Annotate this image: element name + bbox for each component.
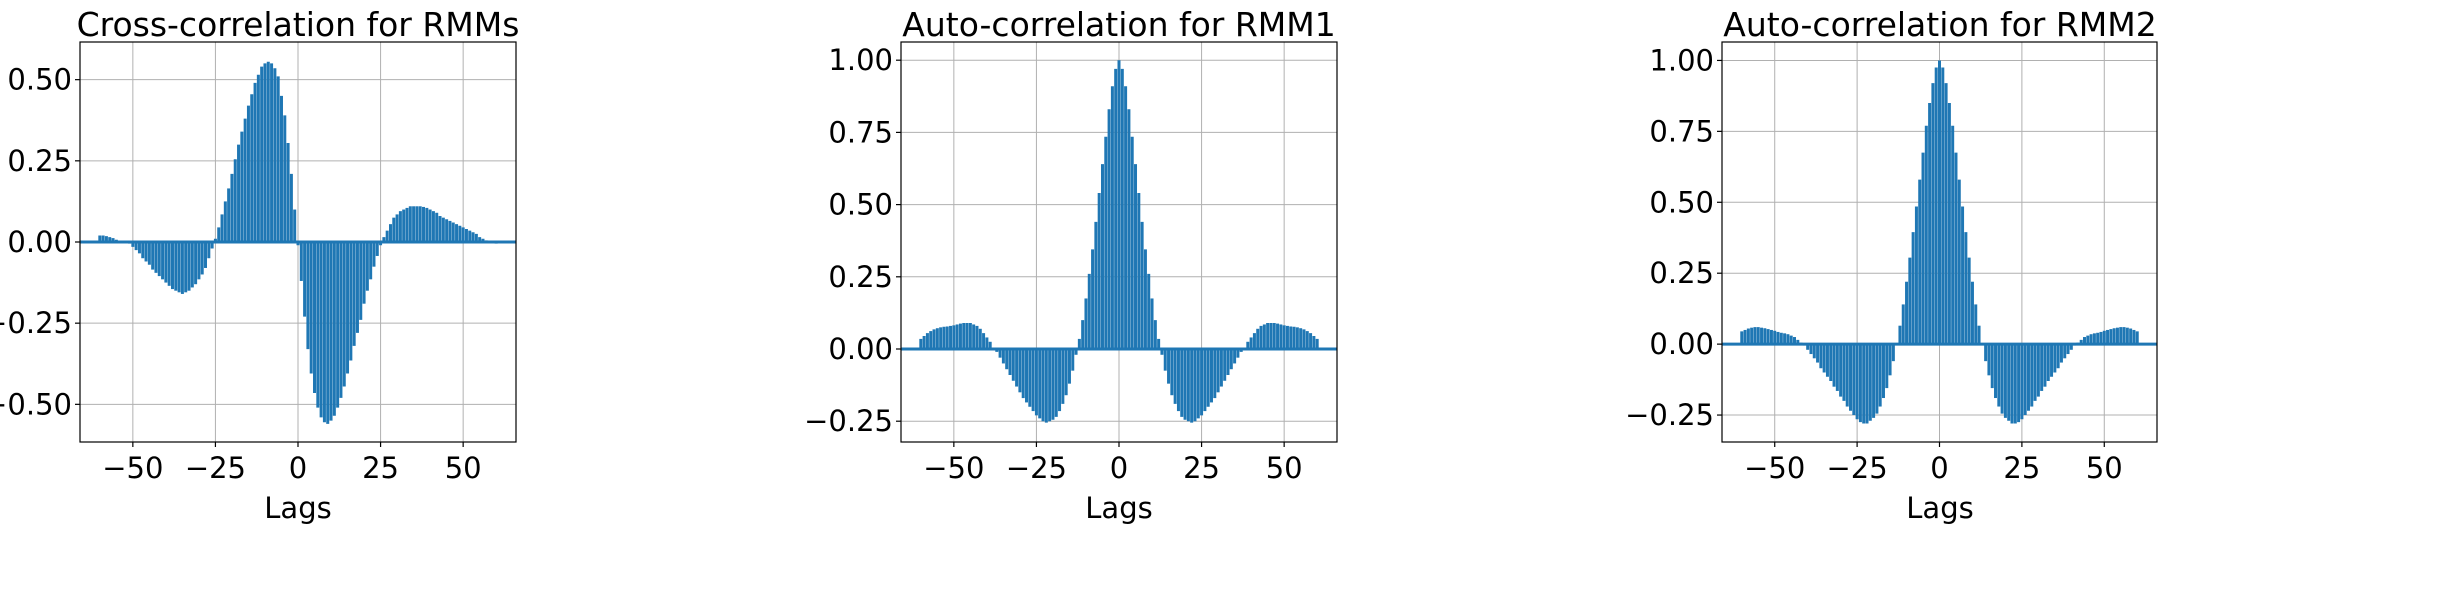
x-axis-label: Lags [1906,491,1973,525]
y-tick-label: 0.75 [828,115,893,149]
x-axis-label: Lags [264,491,331,525]
x-axis-label: Lags [1085,491,1152,525]
x-tick-label: −50 [1744,451,1805,485]
x-tick-label: 25 [362,451,399,485]
y-tick-label: 0.50 [1649,185,1714,219]
y-tick-label: 0.50 [828,188,893,222]
y-tick-label: 0.50 [7,63,72,97]
y-tick-label: 1.00 [828,43,893,77]
x-tick-label: −25 [1006,451,1067,485]
x-tick-label: 50 [2086,451,2123,485]
x-tick-label: 25 [2003,451,2040,485]
panel-autocorrelation-rmm1: Auto-correlation for RMM1 Lags −50 −25 0 25… [804,5,1338,525]
x-tick-label: −25 [1827,451,1888,485]
chart-title: Cross-correlation for RMMs [77,5,520,44]
y-tick-label: 0.00 [7,225,72,259]
y-tick-label: −0.25 [1625,398,1714,432]
y-tick-label: 1.00 [1649,43,1714,77]
y-tick-label: 0.75 [1649,114,1714,148]
chart-title: Auto-correlation for RMM1 [902,5,1335,44]
y-tick-label: 0.25 [7,144,72,178]
panel-autocorrelation-rmm2: Auto-correlation for RMM2 Lags −50 −25 0 25… [1625,5,2158,525]
x-tick-label: 0 [289,451,307,485]
x-tick-label: 0 [1930,451,1948,485]
panel-cross-correlation: Cross-correlation for RMMs Lags −50 −25 0 2… [0,5,519,525]
x-tick-label: 0 [1110,451,1128,485]
bars [1740,60,2139,424]
x-tick-label: −50 [102,451,163,485]
y-tick-label: −0.50 [0,387,72,421]
y-tick-label: 0.25 [1649,256,1714,290]
x-tick-label: −25 [185,451,246,485]
y-tick-label: −0.25 [0,306,72,340]
x-tick-label: −50 [923,451,984,485]
y-tick-label: 0.00 [1649,327,1714,361]
y-tick-label: −0.25 [804,404,893,438]
bars [919,60,1319,423]
y-tick-label: 0.25 [828,260,893,294]
x-tick-label: 50 [1266,451,1303,485]
chart-title: Auto-correlation for RMM2 [1723,5,2156,44]
y-tick-label: 0.00 [828,332,893,366]
bars [98,61,498,424]
x-tick-label: 25 [1183,451,1220,485]
x-tick-label: 50 [445,451,482,485]
